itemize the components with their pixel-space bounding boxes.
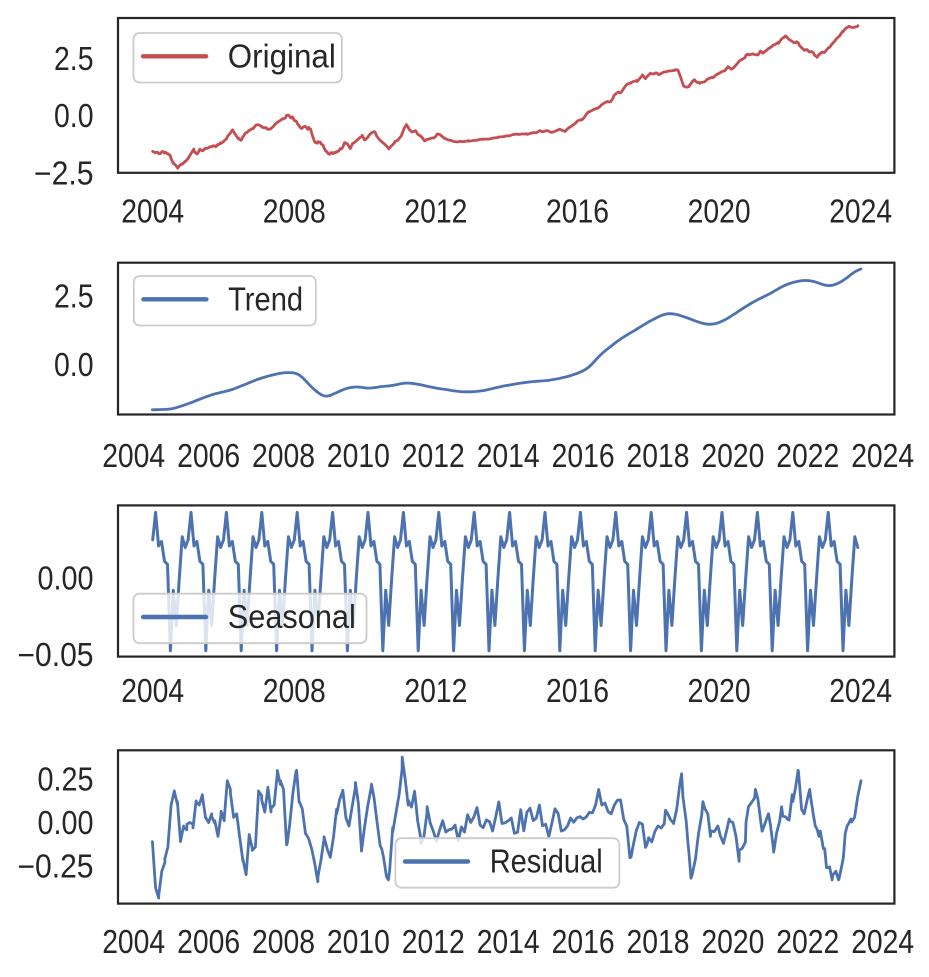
svg-text:2010: 2010 — [327, 437, 390, 474]
svg-text:2016: 2016 — [552, 923, 615, 960]
svg-text:0.00: 0.00 — [38, 804, 94, 841]
svg-text:2020: 2020 — [688, 672, 751, 709]
svg-text:2004: 2004 — [102, 437, 165, 474]
svg-text:2020: 2020 — [701, 437, 764, 474]
svg-text:2008: 2008 — [263, 672, 326, 709]
svg-text:2016: 2016 — [546, 672, 609, 709]
svg-text:2024: 2024 — [829, 193, 892, 230]
svg-text:2010: 2010 — [327, 923, 390, 960]
svg-text:2014: 2014 — [477, 437, 540, 474]
svg-text:2006: 2006 — [177, 923, 240, 960]
svg-text:Residual: Residual — [490, 843, 603, 880]
svg-text:2018: 2018 — [627, 437, 690, 474]
svg-text:2014: 2014 — [477, 923, 540, 960]
svg-text:2022: 2022 — [776, 437, 839, 474]
svg-text:2004: 2004 — [121, 193, 184, 230]
svg-text:2006: 2006 — [177, 437, 240, 474]
svg-text:2024: 2024 — [851, 923, 914, 960]
svg-text:2004: 2004 — [121, 672, 184, 709]
svg-text:Seasonal: Seasonal — [228, 598, 356, 635]
svg-text:2.5: 2.5 — [54, 278, 94, 315]
svg-text:2024: 2024 — [829, 672, 892, 709]
svg-text:2022: 2022 — [776, 923, 839, 960]
svg-text:0.0: 0.0 — [54, 346, 94, 383]
svg-text:2008: 2008 — [263, 193, 326, 230]
svg-text:2012: 2012 — [404, 193, 467, 230]
svg-text:2008: 2008 — [252, 923, 315, 960]
svg-text:2008: 2008 — [252, 437, 315, 474]
svg-text:2.5: 2.5 — [54, 40, 94, 77]
svg-text:2012: 2012 — [402, 437, 465, 474]
svg-text:2012: 2012 — [402, 923, 465, 960]
svg-text:2018: 2018 — [627, 923, 690, 960]
svg-text:0.0: 0.0 — [54, 97, 94, 134]
svg-text:2020: 2020 — [701, 923, 764, 960]
svg-text:Trend: Trend — [228, 281, 303, 318]
svg-text:−2.5: −2.5 — [34, 155, 94, 192]
svg-text:−0.25: −0.25 — [18, 847, 94, 884]
svg-text:2024: 2024 — [851, 437, 914, 474]
svg-text:2012: 2012 — [404, 672, 467, 709]
svg-text:2020: 2020 — [688, 193, 751, 230]
svg-text:−0.05: −0.05 — [18, 636, 94, 673]
svg-text:2016: 2016 — [552, 437, 615, 474]
svg-text:0.25: 0.25 — [38, 760, 94, 797]
svg-text:2004: 2004 — [102, 923, 165, 960]
svg-text:Original: Original — [228, 38, 336, 75]
svg-text:2016: 2016 — [546, 193, 609, 230]
svg-text:0.00: 0.00 — [38, 559, 94, 596]
